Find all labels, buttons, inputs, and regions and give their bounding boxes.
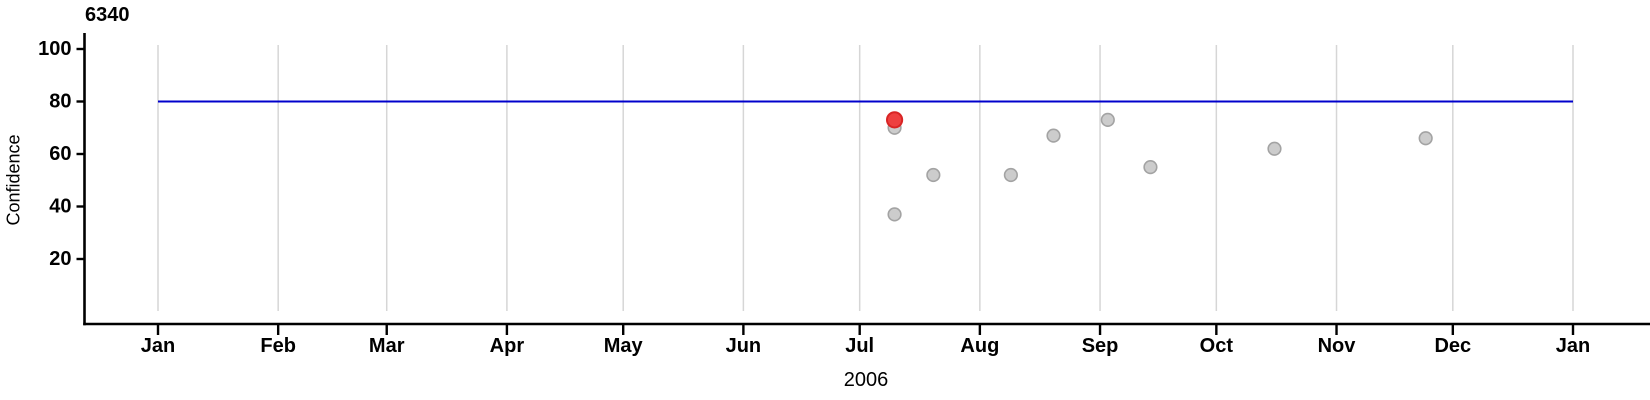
y-tick-label-20: 20 <box>49 248 71 270</box>
month-label-dec-11: Dec <box>1434 335 1471 357</box>
month-label-jan-0: Jan <box>141 335 175 357</box>
data-point-jul-20 <box>926 167 941 183</box>
highlighted-data-point-jul-10 <box>885 111 904 129</box>
y-tick-label-60: 60 <box>49 143 71 165</box>
month-label-sep-8: Sep <box>1082 335 1119 357</box>
month-label-aug-7: Aug <box>960 335 999 357</box>
y-axis-title: Confidence <box>3 134 24 226</box>
chart-title: 6340 <box>85 4 130 26</box>
month-label-jan-12: Jan <box>1556 335 1590 357</box>
month-label-oct-9: Oct <box>1200 335 1234 357</box>
month-label-jul-6: Jul <box>845 335 874 357</box>
month-label-nov-10: Nov <box>1318 335 1357 357</box>
y-tick-label-40: 40 <box>49 196 71 218</box>
data-point-sep-14 <box>1143 160 1158 175</box>
y-tick-label-80: 80 <box>49 91 71 113</box>
data-point-sep-3 <box>1100 112 1115 127</box>
month-label-jun-5: Jun <box>726 335 762 357</box>
data-point-jul-10 <box>887 207 902 222</box>
data-point-aug-9 <box>1003 167 1018 183</box>
data-point-oct-15 <box>1267 141 1282 156</box>
y-tick-label-100: 100 <box>38 38 71 60</box>
month-label-feb-1: Feb <box>260 335 296 357</box>
month-label-apr-3: Apr <box>490 335 525 357</box>
x-axis-year-label: 2006 <box>843 369 889 391</box>
month-label-may-4: May <box>604 335 644 357</box>
data-point-aug-19 <box>1046 128 1061 143</box>
month-label-mar-2: Mar <box>369 335 405 357</box>
data-point-nov-24 <box>1418 131 1433 146</box>
